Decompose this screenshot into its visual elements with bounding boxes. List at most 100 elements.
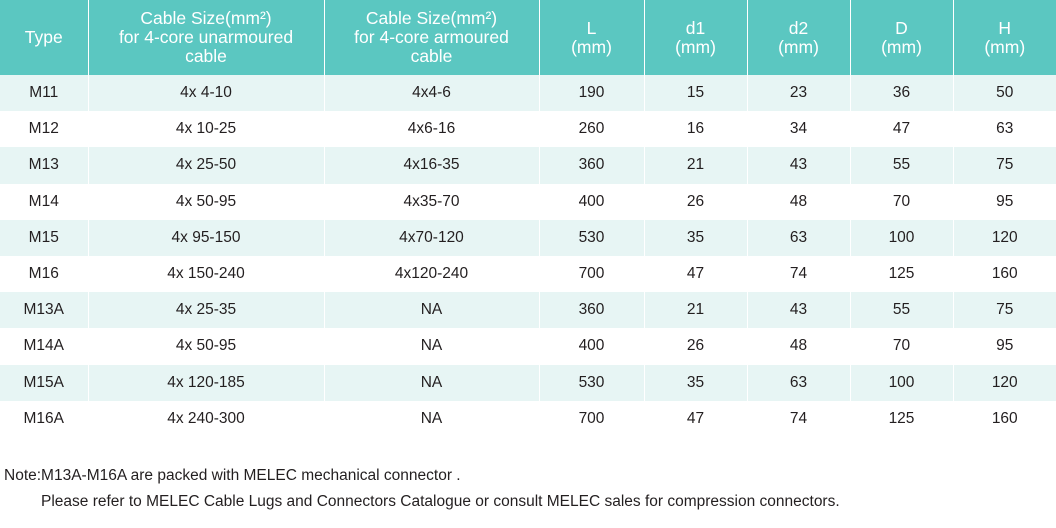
cell-d2: 63 xyxy=(747,219,851,256)
cell-d2: 48 xyxy=(747,183,851,220)
table-row: M15A 4x 120-185 NA 530 35 63 100 120 xyxy=(0,364,1056,401)
cell-d2: 43 xyxy=(747,292,851,329)
cell-cable-size-armoured: 4x16-35 xyxy=(324,147,540,184)
cell-d2: 34 xyxy=(747,111,851,148)
table-header: Type Cable Size(mm²) for 4-core unarmoured… xyxy=(0,0,1056,75)
cell-d1: 21 xyxy=(644,147,748,184)
cell-cable-size-unarmoured: 4x 25-35 xyxy=(88,292,325,329)
cell-h: 120 xyxy=(953,219,1056,256)
cell-d-diameter: 125 xyxy=(850,400,954,437)
cell-cable-size-armoured: 4x6-16 xyxy=(324,111,540,148)
cell-cable-size-unarmoured: 4x 95-150 xyxy=(88,219,325,256)
cell-d1: 35 xyxy=(644,364,748,401)
cell-d1: 47 xyxy=(644,400,748,437)
cell-cable-size-unarmoured: 4x 4-10 xyxy=(88,75,325,112)
column-header-cable-size-armoured: Cable Size(mm²) for 4-core armoured cable xyxy=(324,0,540,75)
table-row: M16A 4x 240-300 NA 700 47 74 125 160 xyxy=(0,400,1056,437)
cell-h: 75 xyxy=(953,292,1056,329)
column-header-line: Cable Size(mm²) xyxy=(140,8,272,28)
cell-d1: 26 xyxy=(644,183,748,220)
table-body: M11 4x 4-10 4x4-6 190 15 23 36 50 M12 4x 10-25 4x6… xyxy=(0,75,1056,437)
table-row: M13A 4x 25-35 NA 360 21 43 55 75 xyxy=(0,292,1056,329)
column-header-h: H (mm) xyxy=(953,0,1056,75)
cell-h: 95 xyxy=(953,328,1056,365)
cell-l: 400 xyxy=(539,183,645,220)
cell-d2: 63 xyxy=(747,364,851,401)
cell-type: M15A xyxy=(0,364,89,401)
cell-cable-size-unarmoured: 4x 50-95 xyxy=(88,328,325,365)
cell-d2: 74 xyxy=(747,400,851,437)
header-row: Type Cable Size(mm²) for 4-core unarmoured… xyxy=(0,0,1056,75)
cell-cable-size-armoured: NA xyxy=(324,328,540,365)
cell-d-diameter: 70 xyxy=(850,183,954,220)
cell-d2: 74 xyxy=(747,255,851,293)
column-header-line: d2 xyxy=(788,17,809,38)
cell-h: 95 xyxy=(953,183,1056,220)
cell-h: 120 xyxy=(953,364,1056,401)
cell-cable-size-unarmoured: 4x 240-300 xyxy=(88,400,325,437)
column-header-d-diameter: D (mm) xyxy=(850,0,954,75)
column-header-type: Type xyxy=(0,0,89,75)
table-row: M14 4x 50-95 4x35-70 400 26 48 70 95 xyxy=(0,183,1056,220)
cell-d-diameter: 100 xyxy=(850,219,954,256)
cell-type: M14 xyxy=(0,183,89,220)
cell-h: 63 xyxy=(953,111,1056,148)
cell-l: 530 xyxy=(539,219,645,256)
table-row: M11 4x 4-10 4x4-6 190 15 23 36 50 xyxy=(0,75,1056,112)
column-header-line: (mm) xyxy=(778,36,819,57)
note: Note:M13A-M16A are packed with MELEC mec… xyxy=(4,466,840,512)
cell-h: 160 xyxy=(953,400,1056,437)
column-header-line: Type xyxy=(24,27,63,47)
cell-d-diameter: 125 xyxy=(850,255,954,293)
cell-l: 700 xyxy=(539,400,645,437)
table-row: M12 4x 10-25 4x6-16 260 16 34 47 63 xyxy=(0,111,1056,148)
cell-d1: 15 xyxy=(644,75,748,112)
column-header-line: L xyxy=(586,17,597,38)
cell-type: M15 xyxy=(0,219,89,256)
cell-cable-size-unarmoured: 4x 25-50 xyxy=(88,147,325,184)
note-line-1: Note:M13A-M16A are packed with MELEC mec… xyxy=(4,467,461,484)
column-header-line: (mm) xyxy=(881,36,922,57)
cell-h: 160 xyxy=(953,255,1056,293)
cell-cable-size-unarmoured: 4x 10-25 xyxy=(88,111,325,148)
cell-type: M16 xyxy=(0,255,89,293)
column-header-line: for 4-core unarmoured xyxy=(118,27,294,47)
cell-d1: 26 xyxy=(644,328,748,365)
column-header-line: cable xyxy=(410,46,453,66)
cell-l: 190 xyxy=(539,75,645,112)
cell-d1: 47 xyxy=(644,255,748,293)
column-header-line: H xyxy=(998,17,1012,38)
cell-d-diameter: 70 xyxy=(850,328,954,365)
cell-d2: 48 xyxy=(747,328,851,365)
cell-cable-size-armoured: NA xyxy=(324,364,540,401)
cell-type: M16A xyxy=(0,400,89,437)
column-header-line: (mm) xyxy=(675,36,716,57)
cell-type: M13A xyxy=(0,292,89,329)
table-row: M13 4x 25-50 4x16-35 360 21 43 55 75 xyxy=(0,147,1056,184)
table-row: M14A 4x 50-95 NA 400 26 48 70 95 xyxy=(0,328,1056,365)
column-header-cable-size-unarmoured: Cable Size(mm²) for 4-core unarmoured cabl… xyxy=(88,0,325,75)
table-row: M16 4x 150-240 4x120-240 700 47 74 125 160 xyxy=(0,255,1056,293)
cell-h: 75 xyxy=(953,147,1056,184)
cell-l: 400 xyxy=(539,328,645,365)
cell-d-diameter: 100 xyxy=(850,364,954,401)
column-header-line: cable xyxy=(185,46,227,66)
column-header-line: d1 xyxy=(685,17,706,38)
cell-l: 260 xyxy=(539,111,645,148)
cell-cable-size-armoured: 4x70-120 xyxy=(324,219,540,256)
cell-l: 360 xyxy=(539,292,645,329)
cell-cable-size-armoured: 4x4-6 xyxy=(324,75,540,112)
cell-d-diameter: 36 xyxy=(850,75,954,112)
note-line-2: Please refer to MELEC Cable Lugs and Con… xyxy=(41,493,840,510)
cell-cable-size-unarmoured: 4x 120-185 xyxy=(88,364,325,401)
column-header-line: D xyxy=(895,17,908,38)
cell-cable-size-unarmoured: 4x 50-95 xyxy=(88,183,325,220)
cell-l: 360 xyxy=(539,147,645,184)
cell-cable-size-armoured: NA xyxy=(324,292,540,329)
cell-d-diameter: 47 xyxy=(850,111,954,148)
cell-d-diameter: 55 xyxy=(850,147,954,184)
cell-cable-size-armoured: 4x120-240 xyxy=(324,255,540,293)
column-header-d2: d2 (mm) xyxy=(747,0,851,75)
cell-type: M11 xyxy=(0,75,89,112)
column-header-l: L (mm) xyxy=(539,0,645,75)
